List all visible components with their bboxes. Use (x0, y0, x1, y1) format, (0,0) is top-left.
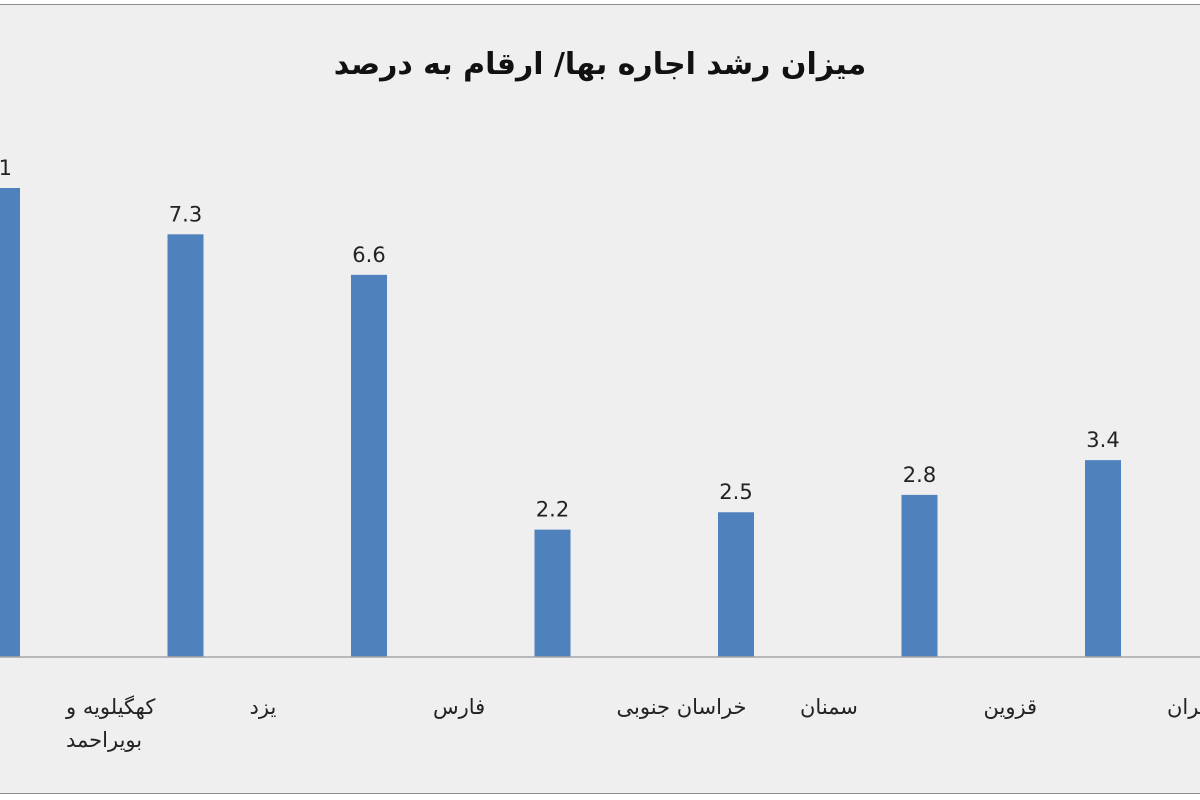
category-label-2: فارس (433, 695, 485, 719)
bar-1 (167, 234, 204, 657)
category-label-3: خراسان جنوبی (617, 695, 747, 719)
category-label-0-line-0: کهگیلویه و (65, 695, 155, 719)
bar-4 (718, 512, 754, 657)
bar-2 (351, 274, 387, 657)
category-labels-group: کهگیلویه و بویراحمد یزد فارس خراسان جنوبی سمن… (65, 695, 1200, 752)
value-label-3: 2.2 (536, 498, 569, 522)
bars-group (0, 188, 1121, 657)
category-label-5: قزوین (984, 695, 1038, 719)
value-label-4: 2.5 (719, 480, 752, 504)
bar-0 (0, 188, 20, 657)
value-label-1: 7.3 (169, 202, 202, 226)
category-label-4: سمنان (800, 695, 858, 719)
bar-5 (901, 494, 938, 657)
category-label-6: تهران (1167, 695, 1200, 719)
category-label-1: یزد (250, 695, 277, 719)
chart-title: میزان رشد اجاره بها/ ارقام به درصد (334, 47, 866, 82)
value-label-5: 2.8 (903, 463, 936, 487)
value-labels-group: .1 7.3 6.6 2.2 2.5 2.8 3.4 (0, 156, 1120, 522)
value-label-2: 6.6 (352, 243, 385, 267)
category-label-0-line-1: بویراحمد (66, 728, 142, 752)
value-label-0: .1 (0, 156, 12, 180)
bar-6 (1085, 460, 1121, 657)
value-label-6: 3.4 (1086, 428, 1119, 452)
bar-3 (534, 529, 571, 657)
